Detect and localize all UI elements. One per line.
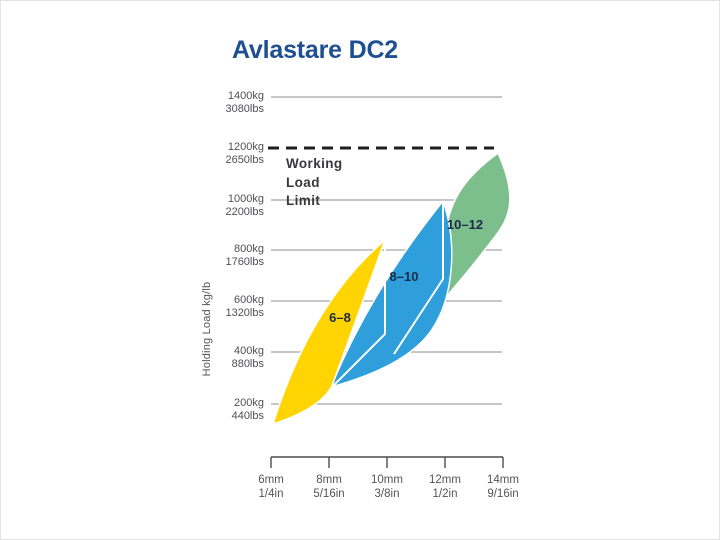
y-tick-kg-label: 400kg (234, 345, 264, 357)
x-axis-tick-labels: 6mm 1/4in 8mm 5/16in 10mm 3/8in 12mm 1/2… (258, 474, 519, 500)
y-tick-kg-label: 800kg (234, 243, 264, 255)
y-tick-kg-label: 200kg (234, 397, 264, 409)
working-load-limit-text: Working (286, 156, 343, 171)
y-tick-kg-label: 600kg (234, 294, 264, 306)
y-tick-kg-label: 1400kg (228, 90, 264, 102)
band-label-10-12: 10–12 (447, 217, 483, 232)
x-tick-mm-label: 6mm (258, 474, 284, 486)
page-title: Avlastare DC2 (232, 36, 398, 64)
band-labels: 6–8 8–10 10–12 (329, 217, 483, 325)
band-divider-line (393, 202, 444, 355)
x-tick-in-label: 1/4in (259, 488, 284, 500)
y-axis-title: Holding Load kg/lb (201, 282, 213, 377)
y-tick-lbs-label: 2650lbs (225, 154, 264, 166)
y-tick-lbs-label: 1320lbs (225, 307, 264, 319)
x-tick-in-label: 1/2in (433, 488, 458, 500)
y-tick-lbs-label: 2200lbs (225, 206, 264, 218)
y-tick-lbs-label: 3080lbs (225, 103, 264, 115)
working-load-limit-text: Load (286, 175, 320, 190)
band-divider-line (332, 241, 386, 387)
y-tick-lbs-label: 880lbs (232, 358, 265, 370)
x-tick-mm-label: 10mm (371, 474, 403, 486)
band-label-8-10: 8–10 (390, 269, 419, 284)
x-axis (270, 456, 504, 468)
band-label-6-8: 6–8 (329, 310, 351, 325)
y-axis-tick-labels: 1400kg 3080lbs 1200kg 2650lbs 1000kg 220… (225, 90, 264, 422)
x-tick-in-label: 5/16in (313, 488, 344, 500)
band-8-10-area (330, 200, 453, 388)
x-tick-in-label: 3/8in (375, 488, 400, 500)
working-load-limit-caption: Working Load Limit (286, 156, 343, 208)
y-tick-kg-label: 1000kg (228, 193, 264, 205)
x-tick-mm-label: 8mm (316, 474, 342, 486)
x-tick-mm-label: 14mm (487, 474, 519, 486)
band-6-8-area (272, 239, 386, 425)
working-load-limit-text: Limit (286, 193, 320, 208)
x-tick-in-label: 9/16in (487, 488, 518, 500)
y-tick-lbs-label: 440lbs (232, 410, 265, 422)
capacity-bands (272, 152, 511, 425)
y-tick-kg-label: 1200kg (228, 141, 264, 153)
x-tick-mm-label: 12mm (429, 474, 461, 486)
y-tick-lbs-label: 1760lbs (225, 256, 264, 268)
